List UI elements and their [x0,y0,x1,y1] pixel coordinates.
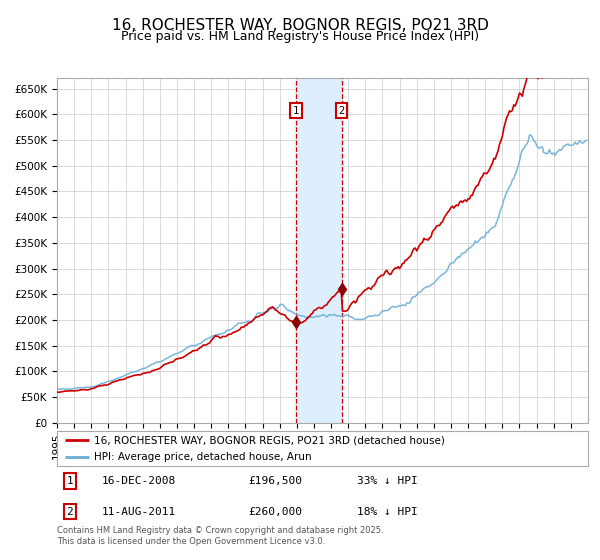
Text: 16-DEC-2008: 16-DEC-2008 [102,476,176,486]
Text: £196,500: £196,500 [248,476,302,486]
Text: 1: 1 [293,106,299,116]
Text: 1: 1 [67,476,73,486]
Text: 2: 2 [67,507,73,516]
Text: HPI: Average price, detached house, Arun: HPI: Average price, detached house, Arun [94,452,312,462]
Bar [296,78,341,423]
Text: Contains HM Land Registry data © Crown copyright and database right 2025.
This d: Contains HM Land Registry data © Crown c… [57,526,383,546]
Text: 18% ↓ HPI: 18% ↓ HPI [357,507,418,516]
Text: £260,000: £260,000 [248,507,302,516]
Text: 2: 2 [338,106,344,116]
Text: Price paid vs. HM Land Registry's House Price Index (HPI): Price paid vs. HM Land Registry's House … [121,30,479,43]
Text: 33% ↓ HPI: 33% ↓ HPI [357,476,418,486]
Text: 16, ROCHESTER WAY, BOGNOR REGIS, PO21 3RD: 16, ROCHESTER WAY, BOGNOR REGIS, PO21 3R… [112,18,488,33]
Text: 16, ROCHESTER WAY, BOGNOR REGIS, PO21 3RD (detached house): 16, ROCHESTER WAY, BOGNOR REGIS, PO21 3R… [94,435,445,445]
Text: 11-AUG-2011: 11-AUG-2011 [102,507,176,516]
